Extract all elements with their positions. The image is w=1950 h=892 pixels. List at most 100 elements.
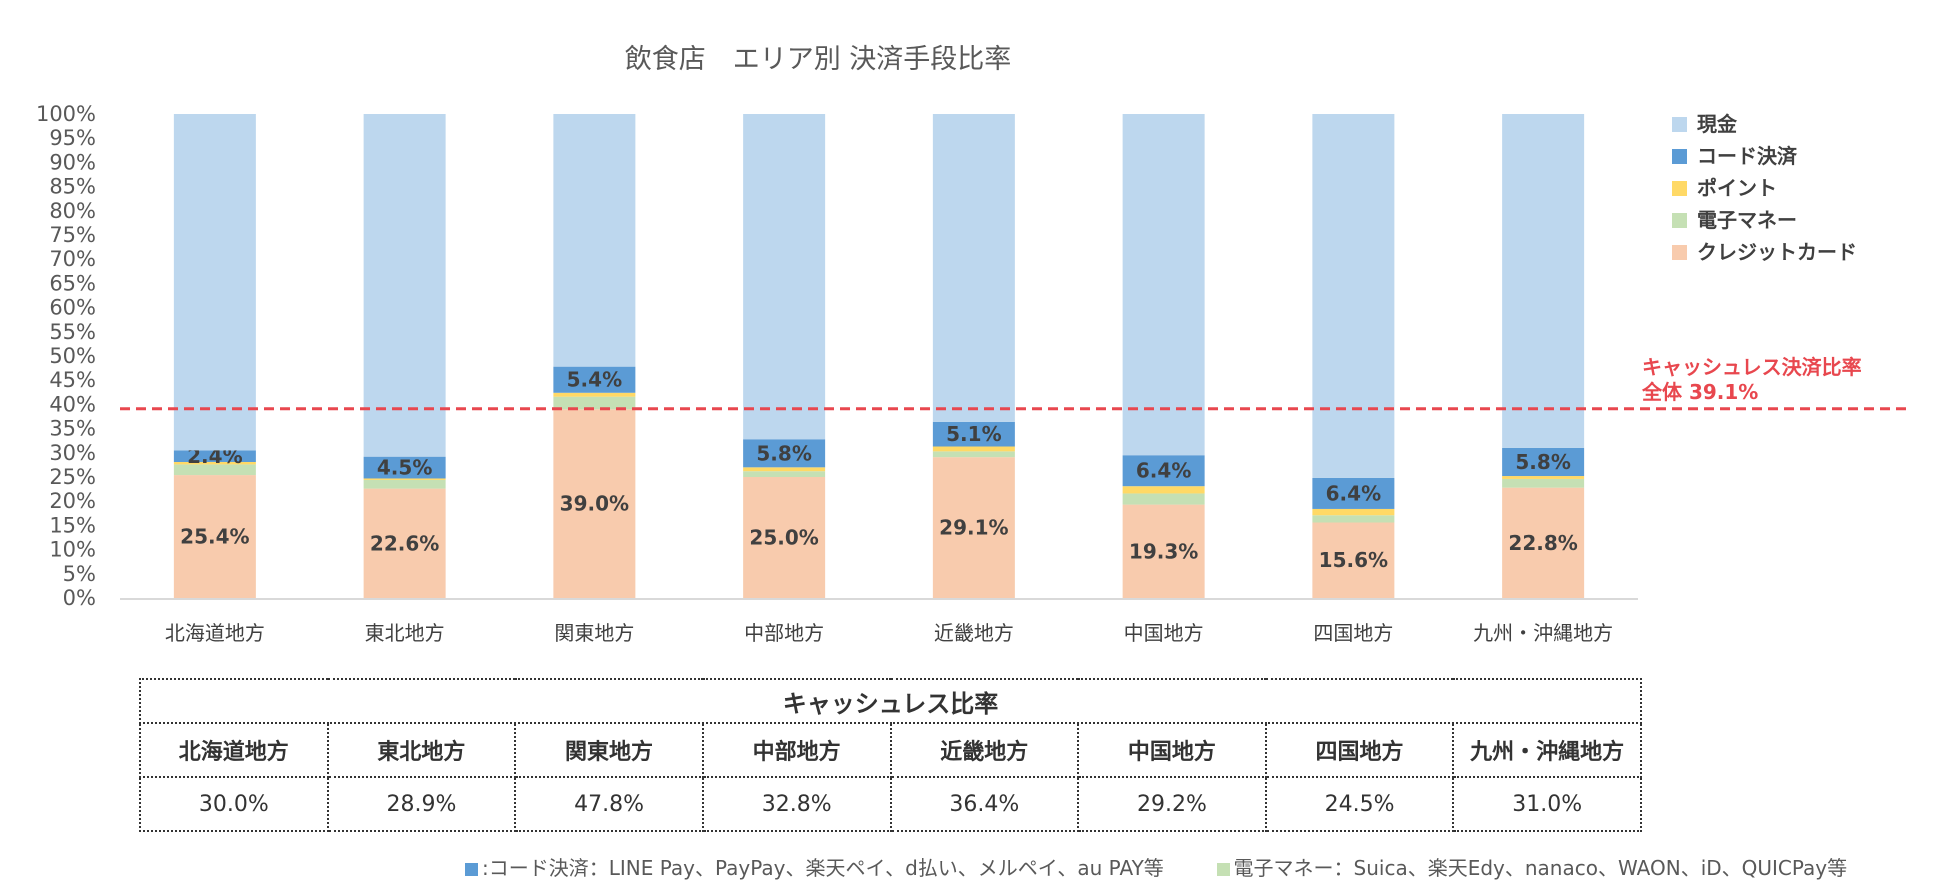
- y-tick-label: 75%: [49, 223, 96, 247]
- bar-segment: [1312, 477, 1395, 509]
- data-label: 25.0%: [749, 526, 818, 550]
- x-category-label: 北海道地方: [165, 621, 265, 645]
- bar-segment: [1122, 486, 1205, 494]
- x-category-label: 中部地方: [744, 621, 824, 645]
- y-tick-label: 40%: [49, 392, 96, 416]
- y-tick-label: 60%: [49, 296, 96, 320]
- bar-segment: [1122, 455, 1205, 487]
- y-tick-label: 20%: [49, 489, 96, 513]
- table-value-cell: 31.0%: [1452, 776, 1642, 832]
- bar-segment: [553, 366, 636, 393]
- y-tick-label: 25%: [49, 465, 96, 489]
- y-tick-label: 65%: [49, 271, 96, 295]
- data-label: 6.4%: [1326, 481, 1381, 505]
- table-header-cell: 九州・沖縄地方: [1452, 722, 1642, 778]
- bar-segment: [173, 464, 256, 476]
- bar-segment: [743, 477, 826, 598]
- chart: 飲食店 エリア別 決済手段比率 0%5%10%15%20%25%30%35%40…: [36, 44, 1912, 645]
- table-header-cell: 四国地方: [1264, 722, 1455, 778]
- data-label: 5.4%: [567, 368, 622, 392]
- legend-swatch: [1672, 149, 1687, 164]
- x-category-label: 中国地方: [1124, 621, 1204, 645]
- table-value-row: 30.0% 28.9% 47.8% 32.8% 36.4% 29.2% 24.5% 31.0%: [139, 776, 1642, 832]
- bars: 25.4%2.4%22.6%4.5%39.0%5.4%25.0%5.8%29.1…: [173, 114, 1585, 598]
- bar-segment: [1312, 515, 1395, 523]
- legend-label: 現金: [1697, 112, 1738, 136]
- y-tick-label: 10%: [49, 538, 96, 562]
- y-tick-label: 95%: [49, 126, 96, 150]
- table-title: キャッシュレス比率: [139, 678, 1642, 724]
- data-label: 5.8%: [756, 441, 811, 465]
- bar-segment: [1122, 504, 1205, 598]
- y-tick-label: 100%: [36, 102, 96, 126]
- table-value-cell: 30.0%: [139, 776, 329, 832]
- data-label: 19.3%: [1129, 539, 1198, 563]
- y-tick-label: 55%: [49, 320, 96, 344]
- bar-segment: [1502, 478, 1585, 488]
- chart-title: 飲食店 エリア別 決済手段比率: [625, 44, 1012, 75]
- bar-segment: [1502, 447, 1585, 477]
- y-tick-label: 45%: [49, 368, 96, 392]
- x-category-label: 近畿地方: [934, 621, 1014, 645]
- emoney-swatch: [1216, 863, 1230, 876]
- table-header-cell: 中部地方: [701, 722, 892, 778]
- table-value-cell: 28.9%: [326, 776, 517, 832]
- footnote-emoney: 電子マネー：Suica、楽天Edy、nanaco、WAON、iD、QUICPay…: [1233, 856, 1848, 880]
- data-label: 25.4%: [180, 525, 249, 549]
- data-label: 39.0%: [560, 492, 629, 516]
- bar-segment: [1122, 114, 1205, 456]
- y-axis: 0%5%10%15%20%25%30%35%40%45%50%55%60%65%…: [36, 102, 96, 610]
- data-label: 15.6%: [1319, 548, 1388, 572]
- bar-segment: [1122, 493, 1205, 505]
- bar-segment: [743, 114, 826, 440]
- y-tick-label: 70%: [49, 247, 96, 271]
- legend-label: コード決済: [1697, 144, 1798, 168]
- y-tick-label: 35%: [49, 417, 96, 441]
- y-tick-label: 5%: [63, 562, 96, 586]
- bar-segment: [1312, 114, 1395, 478]
- data-label: 4.5%: [377, 456, 432, 480]
- data-label: 22.6%: [370, 531, 439, 555]
- x-category-label: 九州・沖縄地方: [1473, 621, 1613, 645]
- footnote: :コード決済：LINE Pay、PayPay、楽天ペイ、d払い、メルペイ、au …: [465, 852, 1847, 881]
- legend-swatch: [1672, 117, 1687, 132]
- data-label: 5.1%: [946, 422, 1001, 446]
- bar-segment: [1312, 522, 1395, 598]
- bar-segment: [932, 457, 1015, 598]
- table-value-cell: 36.4%: [889, 776, 1080, 832]
- bar-segment: [553, 409, 636, 598]
- table-header-cell: 近畿地方: [889, 722, 1080, 778]
- x-axis: 北海道地方 東北地方 関東地方 中部地方 近畿地方 中国地方 四国地方 九州・沖縄地方: [120, 598, 1638, 645]
- reference-label-title: キャッシュレス決済比率: [1642, 355, 1862, 379]
- bar-segment: [932, 114, 1015, 422]
- reference-label-value: 全体 39.1%: [1641, 380, 1758, 404]
- bar-segment: [553, 396, 636, 410]
- bar-segment: [1502, 114, 1585, 448]
- table-header-cell: 東北地方: [326, 722, 517, 778]
- x-category-label: 東北地方: [365, 621, 445, 645]
- table-value-cell: 24.5%: [1264, 776, 1455, 832]
- table-value-cell: 47.8%: [514, 776, 704, 832]
- bar-segment: [743, 467, 826, 472]
- bar-segment: [1502, 476, 1585, 479]
- bar-segment: [363, 488, 446, 598]
- bar-segment: [1502, 487, 1585, 598]
- table-header-cell: 中国地方: [1077, 722, 1267, 778]
- legend-label: ポイント: [1697, 176, 1777, 200]
- bar-segment: [363, 479, 446, 489]
- y-tick-label: 50%: [49, 344, 96, 368]
- legend-label: 電子マネー: [1697, 208, 1797, 232]
- table-header-row: 北海道地方 東北地方 関東地方 中部地方 近畿地方 中国地方 四国地方 九州・沖縄地方: [139, 722, 1642, 778]
- y-tick-label: 80%: [49, 199, 96, 223]
- bar-segment: [363, 478, 446, 480]
- legend-swatch: [1672, 213, 1687, 228]
- bar-segment: [932, 421, 1015, 447]
- cashless-ratio-table: キャッシュレス比率 北海道地方 東北地方 関東地方 中部地方 近畿地方 中国地方 四国地方九…: [139, 678, 1642, 832]
- table-value-cell: 29.2%: [1077, 776, 1267, 832]
- bar-segment: [363, 456, 446, 479]
- legend-label: クレジットカード: [1697, 240, 1857, 264]
- code-payment-swatch: [465, 863, 478, 876]
- bar-segment: [743, 439, 826, 468]
- bar-segment: [932, 451, 1015, 458]
